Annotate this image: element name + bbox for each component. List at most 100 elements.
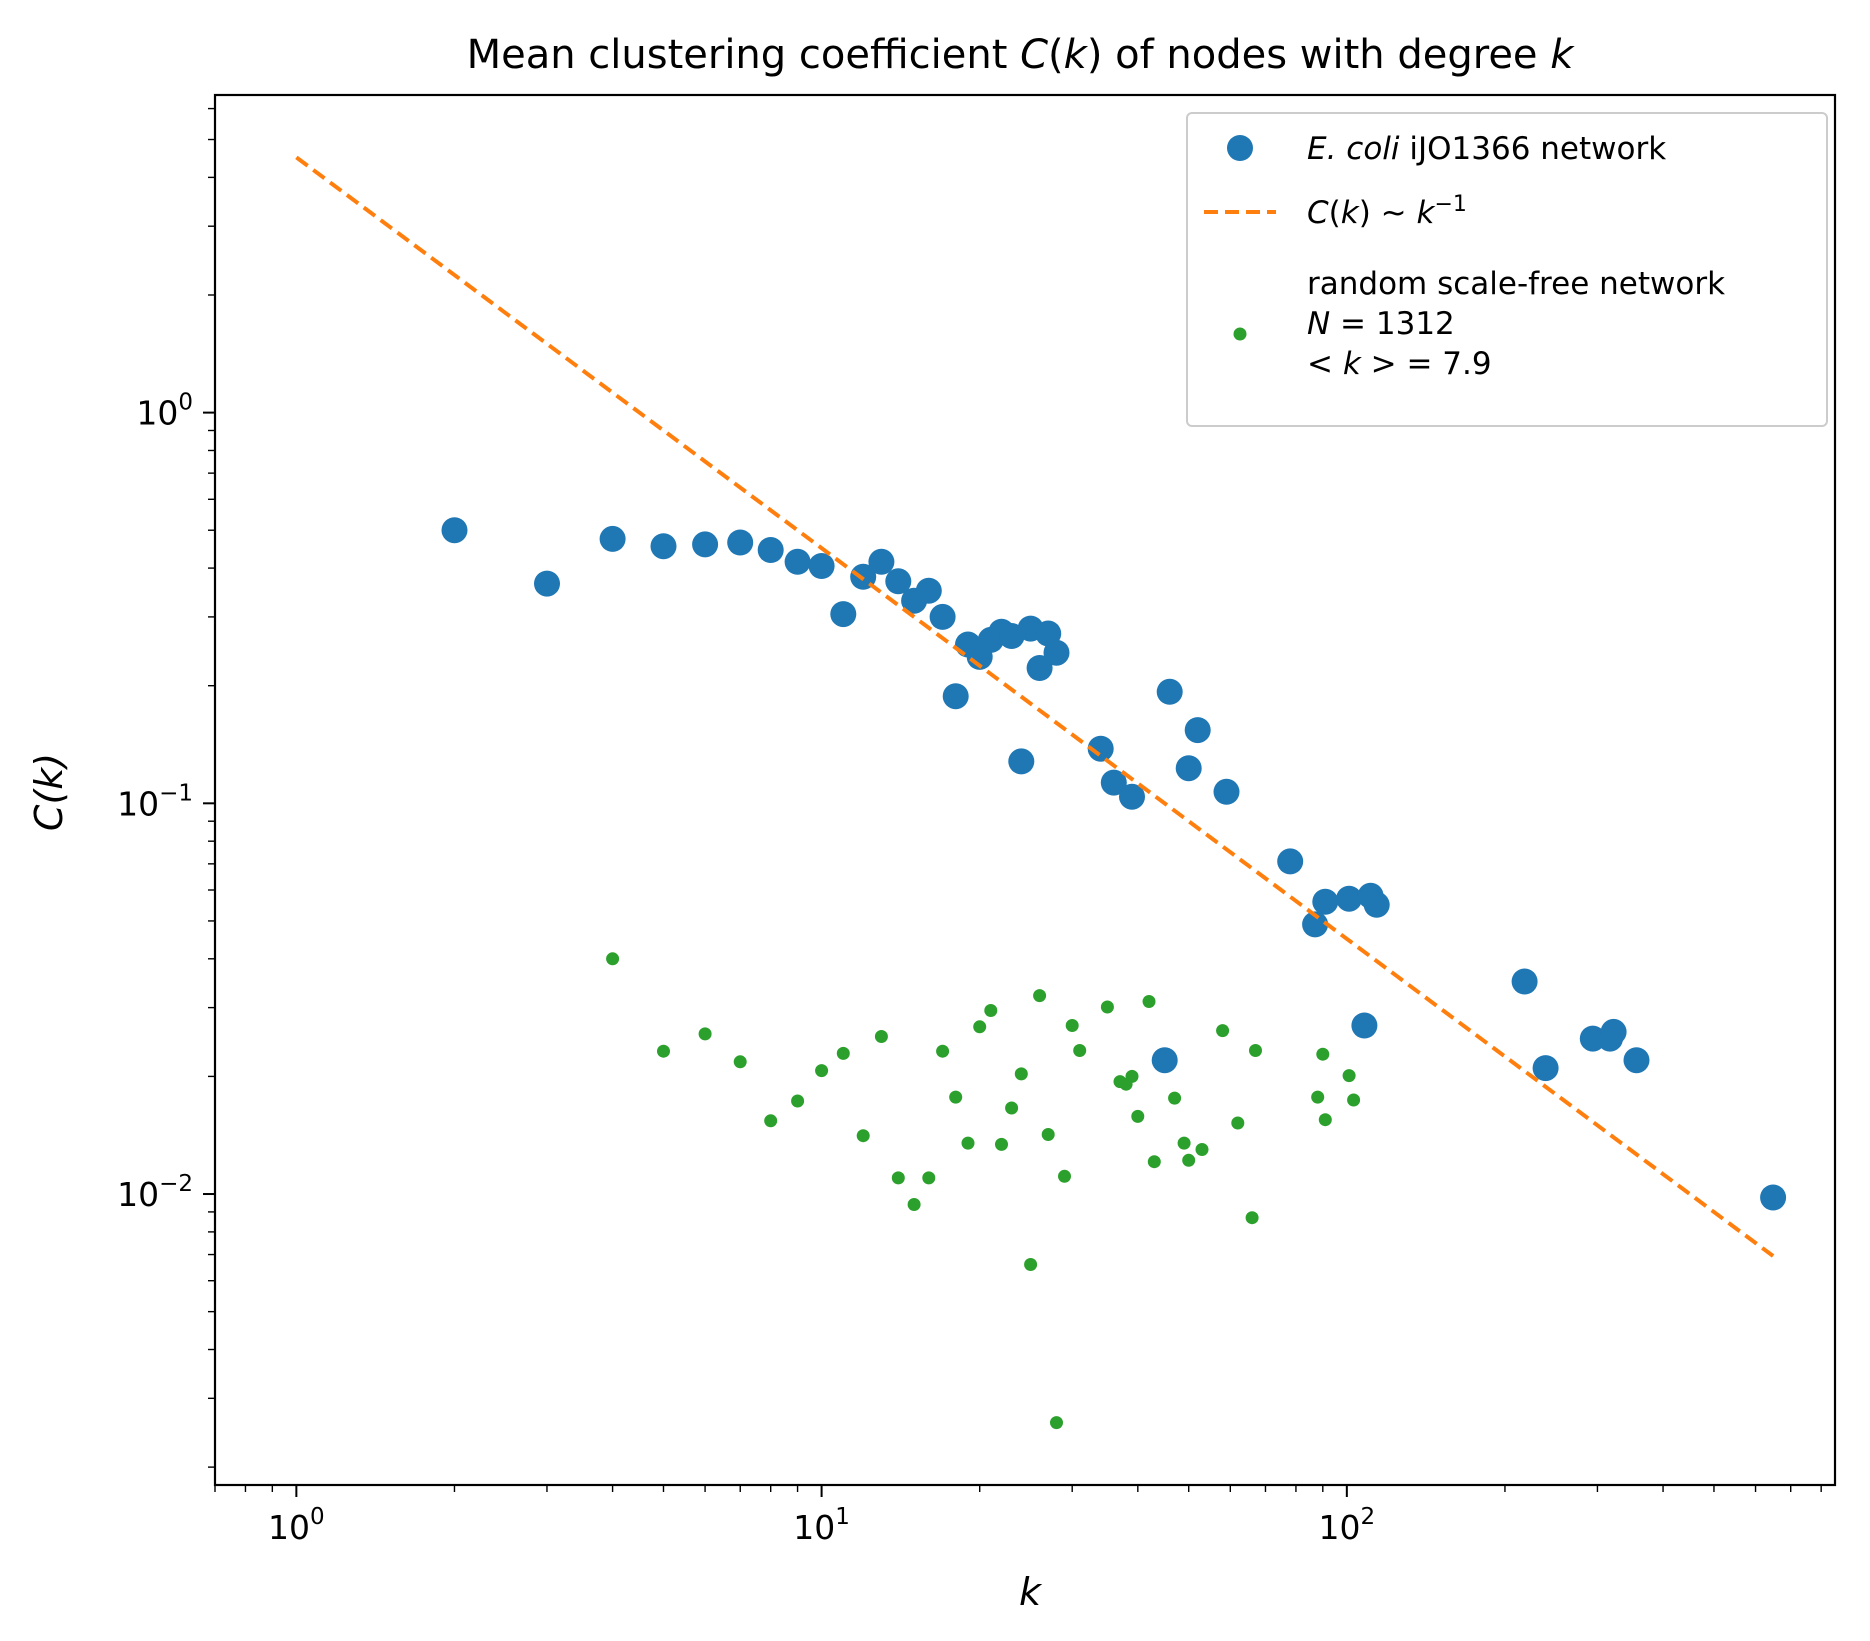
data-point-s0-9 bbox=[830, 601, 857, 628]
data-point-s2-42 bbox=[1249, 1044, 1262, 1057]
legend-label-2-1: N = 1312 bbox=[1307, 306, 1455, 342]
data-point-s2-15 bbox=[961, 1136, 975, 1150]
data-point-s2-36 bbox=[1177, 1136, 1191, 1150]
data-point-s2-9 bbox=[874, 1030, 888, 1043]
data-point-s2-17 bbox=[984, 1004, 998, 1017]
data-point-s2-3 bbox=[733, 1055, 747, 1069]
data-point-s0-46 bbox=[1600, 1018, 1627, 1045]
data-point-s2-35 bbox=[1168, 1091, 1182, 1105]
data-point-s2-43 bbox=[1311, 1090, 1325, 1104]
data-point-s0-16 bbox=[942, 683, 969, 710]
data-point-s0-48 bbox=[1760, 1184, 1787, 1211]
data-point-s2-40 bbox=[1231, 1116, 1245, 1130]
data-point-s0-37 bbox=[1312, 888, 1339, 915]
data-point-s0-4 bbox=[692, 531, 719, 558]
data-point-s2-16 bbox=[973, 1020, 987, 1034]
data-point-s2-6 bbox=[815, 1064, 829, 1078]
data-point-s2-21 bbox=[1024, 1258, 1038, 1271]
data-point-s2-47 bbox=[1347, 1093, 1361, 1107]
data-point-s2-20 bbox=[1014, 1067, 1028, 1081]
data-point-s0-28 bbox=[1100, 769, 1127, 796]
data-point-s0-6 bbox=[757, 537, 784, 563]
data-point-s0-8 bbox=[808, 553, 835, 579]
data-point-s0-31 bbox=[1156, 678, 1183, 705]
data-point-s0-34 bbox=[1213, 778, 1240, 805]
plot-marks bbox=[295, 155, 1787, 1430]
data-point-s0-38 bbox=[1336, 885, 1363, 912]
y-axis: 10−2 10−1 100 bbox=[117, 107, 215, 1468]
data-point-s2-32 bbox=[1131, 1109, 1145, 1123]
data-point-s2-46 bbox=[1342, 1069, 1356, 1083]
data-point-s0-27 bbox=[1087, 735, 1114, 762]
data-point-s2-7 bbox=[836, 1046, 850, 1060]
y-axis-label: C(k) bbox=[27, 753, 71, 831]
data-point-s2-37 bbox=[1182, 1153, 1196, 1167]
data-point-s0-12 bbox=[885, 568, 912, 595]
data-point-s2-4 bbox=[764, 1114, 778, 1128]
data-point-s0-43 bbox=[1532, 1055, 1559, 1082]
data-point-s2-10 bbox=[891, 1171, 905, 1185]
data-point-s2-33 bbox=[1142, 995, 1156, 1008]
data-point-s0-3 bbox=[650, 533, 677, 560]
data-point-s0-32 bbox=[1175, 755, 1202, 782]
legend-label-2-2: < k > = 7.9 bbox=[1307, 346, 1492, 382]
data-point-s2-19 bbox=[1005, 1101, 1019, 1115]
data-point-s2-41 bbox=[1245, 1211, 1259, 1225]
data-point-s0-42 bbox=[1511, 968, 1538, 995]
x-tick-label-1: 101 bbox=[793, 1504, 850, 1547]
data-point-s0-29 bbox=[1119, 783, 1145, 810]
data-point-s2-45 bbox=[1318, 1113, 1332, 1127]
data-point-s0-7 bbox=[784, 548, 811, 575]
data-point-s0-30 bbox=[1151, 1047, 1178, 1074]
data-point-s2-28 bbox=[1100, 1000, 1114, 1014]
x-tick-label-2: 102 bbox=[1319, 1504, 1376, 1547]
data-point-s2-24 bbox=[1050, 1416, 1063, 1430]
series-0 bbox=[441, 517, 1787, 1211]
data-point-s0-26 bbox=[1043, 639, 1070, 666]
data-point-s2-39 bbox=[1216, 1024, 1230, 1038]
data-point-s2-2 bbox=[698, 1027, 712, 1041]
series-1 bbox=[295, 155, 1775, 1258]
plot-area bbox=[213, 93, 1837, 1487]
legend-label-0: E. coli iJO1366 network bbox=[1307, 131, 1666, 167]
data-point-s0-33 bbox=[1184, 717, 1211, 744]
legend-label-2-0: random scale-free network bbox=[1307, 266, 1725, 302]
data-point-s0-24 bbox=[1026, 655, 1053, 681]
data-point-s2-0 bbox=[606, 952, 620, 966]
data-point-s2-27 bbox=[1073, 1044, 1087, 1057]
data-point-s0-41 bbox=[1363, 891, 1390, 918]
series-2 bbox=[606, 952, 1361, 1430]
data-point-s2-26 bbox=[1065, 1019, 1079, 1032]
data-point-s0-5 bbox=[727, 529, 754, 556]
x-axis-label: k bbox=[1019, 1570, 1043, 1614]
x-tick-label-0: 100 bbox=[268, 1504, 325, 1547]
legend-marker-0 bbox=[1227, 135, 1253, 161]
y-tick-label-2: 100 bbox=[136, 390, 193, 433]
data-point-s0-11 bbox=[868, 548, 895, 575]
data-point-s0-36 bbox=[1302, 911, 1329, 938]
y-tick-label-0: 10−2 bbox=[117, 1171, 193, 1214]
data-point-s2-44 bbox=[1316, 1047, 1330, 1061]
legend-marker-2 bbox=[1233, 327, 1247, 341]
data-point-s2-25 bbox=[1058, 1169, 1071, 1183]
data-point-s2-34 bbox=[1147, 1155, 1161, 1169]
data-point-s2-8 bbox=[856, 1129, 870, 1143]
data-point-s2-1 bbox=[657, 1044, 670, 1058]
data-point-s0-22 bbox=[1008, 748, 1035, 775]
data-point-s2-22 bbox=[1033, 989, 1047, 1003]
plot-frame bbox=[213, 93, 1837, 1487]
data-point-s2-11 bbox=[907, 1198, 921, 1211]
data-point-s0-39 bbox=[1351, 1012, 1378, 1039]
chart-title: Mean clustering coefficient C(k) of node… bbox=[467, 32, 1576, 78]
data-point-s0-15 bbox=[929, 603, 956, 630]
legend-box bbox=[1186, 112, 1828, 427]
fit-line bbox=[295, 155, 1775, 1258]
y-tick-label-1: 10−1 bbox=[117, 780, 193, 823]
data-point-s2-5 bbox=[791, 1094, 805, 1108]
data-point-s2-14 bbox=[949, 1090, 963, 1104]
data-point-s2-38 bbox=[1195, 1143, 1209, 1156]
data-point-s2-31 bbox=[1125, 1069, 1139, 1083]
data-point-s2-13 bbox=[936, 1044, 950, 1058]
legend-label-1: C(k) ~ k−1 bbox=[1307, 192, 1467, 232]
